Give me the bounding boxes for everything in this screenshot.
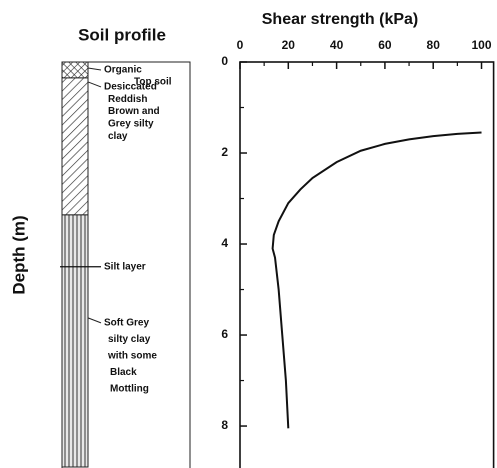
layer-label: Grey silty [108,118,154,129]
plot-frame [239,61,495,468]
x-tick-label: 80 [427,38,441,52]
data-line [271,131,482,429]
leader-line [87,81,102,88]
y-tick-label: 2 [221,145,228,159]
layer-label: Mottling [110,384,149,395]
silt-layer-label: Silt layer [104,261,146,272]
y-tick-label: 8 [221,418,228,432]
leader-line [87,67,102,71]
chart-title: Shear strength (kPa) [262,11,418,28]
leader-line [87,317,102,324]
layer-label: Top soil [134,77,172,88]
x-tick-label: 40 [330,38,344,52]
layer-label: Black [110,367,137,378]
layer-label: Soft Grey [104,318,149,329]
x-tick-label: 0 [237,38,244,52]
y-axis-title: Depth (m) [9,215,28,294]
profile-title: Soil profile [78,25,166,44]
soil-layer [61,77,89,216]
y-tick-label: 4 [221,236,228,250]
layer-label: silty clay [108,334,151,345]
layer-label: Reddish [108,94,147,105]
x-tick-label: 20 [282,38,296,52]
y-tick-label: 6 [221,327,228,341]
soil-layer [61,61,89,79]
x-tick-label: 60 [378,38,392,52]
layer-label: Organic [104,65,142,76]
soil-layer [61,214,89,468]
y-tick-label: 0 [221,54,228,68]
layer-label: Desiccated [104,82,157,93]
layer-label: with some [107,351,157,362]
x-tick-label: 100 [472,38,492,52]
layer-label: Brown and [108,106,160,117]
layer-label: clay [108,131,128,142]
